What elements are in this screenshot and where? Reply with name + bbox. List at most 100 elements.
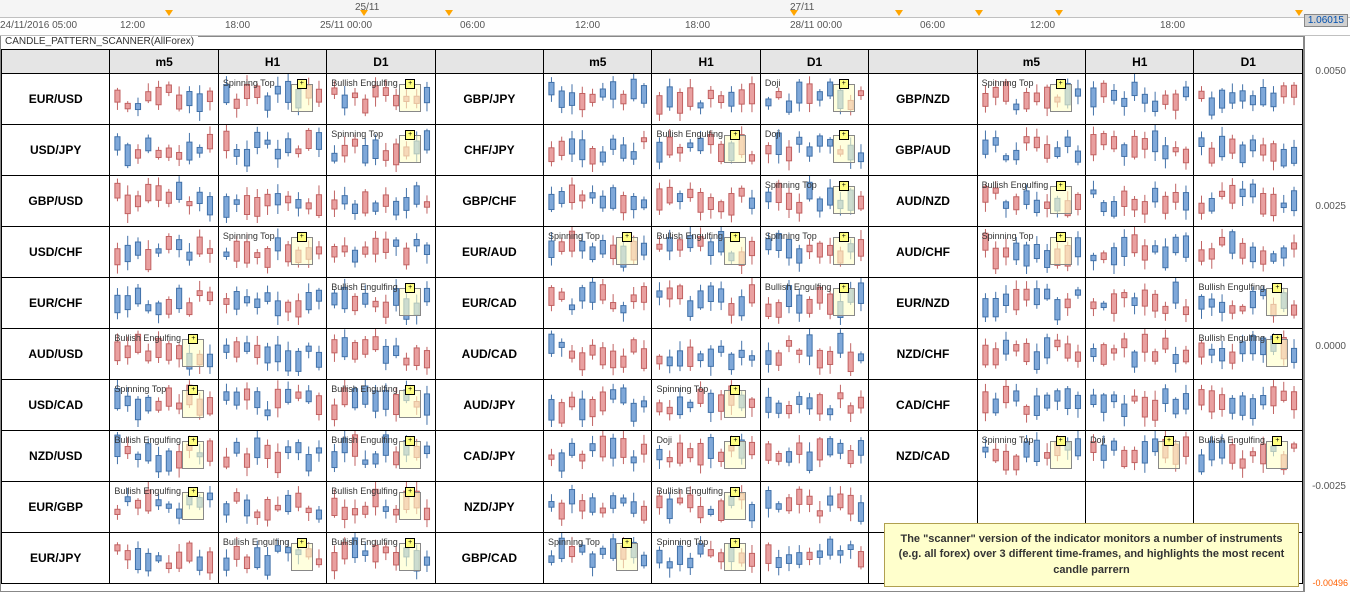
chart-cell[interactable]: +Bullish Engulfing [327, 482, 435, 533]
pair-cell[interactable]: EUR/JPY [2, 533, 110, 584]
chart-cell[interactable] [652, 278, 760, 329]
pair-cell[interactable]: AUD/JPY [435, 380, 543, 431]
chart-cell[interactable] [760, 533, 868, 584]
chart-cell[interactable] [1086, 125, 1194, 176]
chart-cell[interactable]: +Bullish Engulfing [327, 431, 435, 482]
chart-cell[interactable]: +Bullish Engulfing [327, 380, 435, 431]
chart-cell[interactable] [1086, 380, 1194, 431]
chart-cell[interactable]: +Spinning Top [544, 533, 652, 584]
pair-cell[interactable]: EUR/GBP [2, 482, 110, 533]
chart-cell[interactable]: +Bullish Engulfing [327, 74, 435, 125]
chart-cell[interactable] [327, 329, 435, 380]
chart-cell[interactable] [218, 329, 326, 380]
pair-cell[interactable]: AUD/NZD [869, 176, 977, 227]
pair-cell[interactable]: NZD/JPY [435, 482, 543, 533]
chart-cell[interactable]: +Spinning Top [977, 431, 1085, 482]
chart-cell[interactable] [110, 533, 218, 584]
pair-cell[interactable]: AUD/USD [2, 329, 110, 380]
chart-cell[interactable] [544, 176, 652, 227]
pair-cell[interactable]: AUD/CAD [435, 329, 543, 380]
chart-cell[interactable]: +Spinning Top [327, 125, 435, 176]
chart-cell[interactable]: +Bullish Engulfing [1194, 329, 1303, 380]
chart-cell[interactable] [652, 74, 760, 125]
pair-cell[interactable]: EUR/NZD [869, 278, 977, 329]
chart-cell[interactable]: +Doji [760, 74, 868, 125]
chart-cell[interactable]: +Bullish Engulfing [1194, 431, 1303, 482]
chart-cell[interactable] [1086, 227, 1194, 278]
chart-cell[interactable]: +Spinning Top [110, 380, 218, 431]
chart-cell[interactable]: +Bullish Engulfing [327, 533, 435, 584]
chart-cell[interactable]: +Spinning Top [977, 227, 1085, 278]
chart-cell[interactable] [652, 176, 760, 227]
pair-cell[interactable]: NZD/CAD [869, 431, 977, 482]
chart-cell[interactable]: +Doji [1086, 431, 1194, 482]
chart-cell[interactable]: +Bullish Engulfing [760, 278, 868, 329]
chart-cell[interactable] [1194, 380, 1303, 431]
chart-cell[interactable]: +Bullish Engulfing [110, 431, 218, 482]
chart-cell[interactable] [1086, 176, 1194, 227]
chart-cell[interactable] [544, 329, 652, 380]
chart-cell[interactable] [544, 125, 652, 176]
chart-cell[interactable]: +Bullish Engulfing [977, 176, 1085, 227]
chart-cell[interactable]: +Bullish Engulfing [110, 329, 218, 380]
chart-cell[interactable] [1194, 176, 1303, 227]
chart-cell[interactable]: +Bullish Engulfing [110, 482, 218, 533]
chart-cell[interactable]: +Bullish Engulfing [652, 227, 760, 278]
pair-cell[interactable]: NZD/CHF [869, 329, 977, 380]
chart-cell[interactable] [544, 482, 652, 533]
chart-cell[interactable] [218, 482, 326, 533]
pair-cell[interactable]: USD/CAD [2, 380, 110, 431]
chart-cell[interactable] [652, 329, 760, 380]
chart-cell[interactable]: +Bullish Engulfing [652, 125, 760, 176]
chart-cell[interactable] [544, 380, 652, 431]
chart-cell[interactable] [218, 380, 326, 431]
chart-cell[interactable] [327, 227, 435, 278]
chart-cell[interactable] [760, 482, 868, 533]
chart-cell[interactable] [760, 380, 868, 431]
chart-cell[interactable] [544, 431, 652, 482]
chart-cell[interactable]: +Spinning Top [652, 533, 760, 584]
pair-cell[interactable]: GBP/JPY [435, 74, 543, 125]
pair-cell[interactable]: GBP/NZD [869, 74, 977, 125]
chart-cell[interactable] [110, 176, 218, 227]
chart-cell[interactable] [327, 176, 435, 227]
chart-cell[interactable] [977, 125, 1085, 176]
chart-cell[interactable] [977, 278, 1085, 329]
chart-cell[interactable] [1086, 74, 1194, 125]
chart-cell[interactable] [1194, 74, 1303, 125]
chart-cell[interactable]: +Bullish Engulfing [1194, 278, 1303, 329]
chart-cell[interactable] [110, 278, 218, 329]
pair-cell[interactable]: EUR/CHF [2, 278, 110, 329]
chart-cell[interactable] [218, 431, 326, 482]
chart-cell[interactable]: +Spinning Top [977, 74, 1085, 125]
pair-cell[interactable]: GBP/CAD [435, 533, 543, 584]
pair-cell[interactable]: CHF/JPY [435, 125, 543, 176]
chart-cell[interactable] [218, 278, 326, 329]
chart-cell[interactable]: +Spinning Top [544, 227, 652, 278]
chart-cell[interactable] [110, 227, 218, 278]
chart-cell[interactable] [1194, 125, 1303, 176]
chart-cell[interactable] [760, 431, 868, 482]
chart-cell[interactable] [1086, 278, 1194, 329]
chart-cell[interactable]: +Spinning Top [218, 74, 326, 125]
pair-cell[interactable]: GBP/AUD [869, 125, 977, 176]
chart-cell[interactable] [977, 380, 1085, 431]
pair-cell[interactable]: EUR/USD [2, 74, 110, 125]
chart-cell[interactable] [977, 329, 1085, 380]
chart-cell[interactable] [544, 74, 652, 125]
pair-cell[interactable]: GBP/USD [2, 176, 110, 227]
pair-cell[interactable]: GBP/CHF [435, 176, 543, 227]
chart-cell[interactable] [110, 74, 218, 125]
chart-cell[interactable] [218, 176, 326, 227]
chart-cell[interactable]: +Doji [652, 431, 760, 482]
chart-cell[interactable]: +Bullish Engulfing [327, 278, 435, 329]
chart-cell[interactable]: +Spinning Top [760, 176, 868, 227]
chart-cell[interactable]: +Bullish Engulfing [652, 482, 760, 533]
pair-cell[interactable]: CAD/CHF [869, 380, 977, 431]
chart-cell[interactable]: +Spinning Top [760, 227, 868, 278]
pair-cell[interactable]: CAD/JPY [435, 431, 543, 482]
chart-cell[interactable]: +Doji [760, 125, 868, 176]
chart-cell[interactable] [110, 125, 218, 176]
chart-cell[interactable]: +Bullish Engulfing [218, 533, 326, 584]
pair-cell[interactable]: USD/CHF [2, 227, 110, 278]
